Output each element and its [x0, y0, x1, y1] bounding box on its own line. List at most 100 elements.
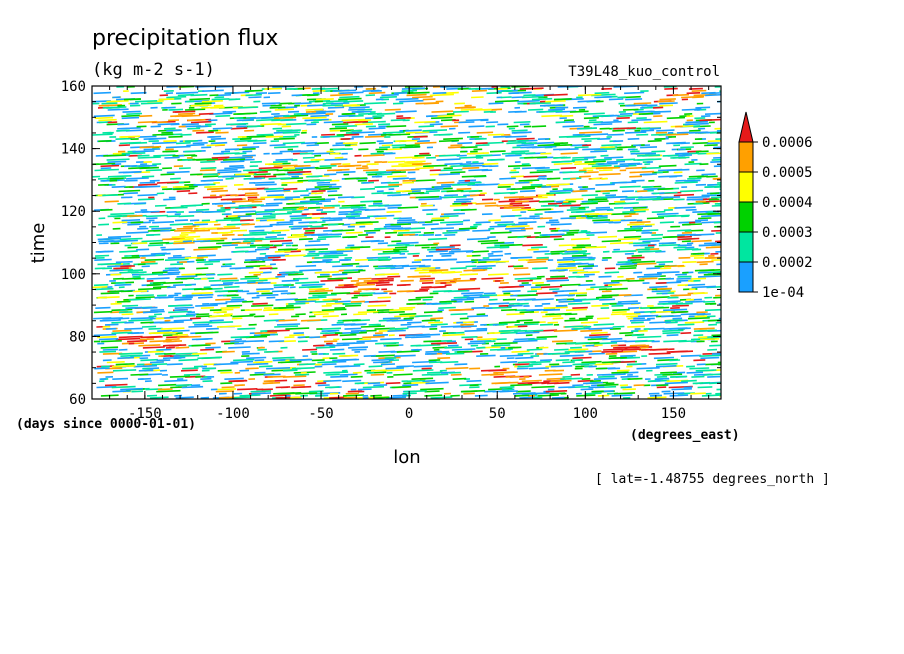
precip-dash	[115, 260, 133, 264]
precip-dash	[505, 227, 525, 230]
precip-dash	[174, 219, 189, 222]
precip-dash	[152, 133, 174, 136]
precip-dash	[121, 114, 141, 118]
precip-dash	[559, 354, 584, 357]
precip-dash	[656, 212, 679, 216]
precip-dash	[694, 315, 708, 318]
precip-dash	[122, 110, 141, 113]
precip-dash	[390, 223, 412, 226]
precip-dash	[137, 193, 158, 197]
precip-dash	[487, 158, 505, 161]
precip-dash	[447, 229, 470, 232]
precip-dash	[376, 112, 396, 115]
precip-dash	[658, 244, 681, 247]
precip-dash	[425, 350, 442, 353]
precip-dash	[664, 381, 688, 385]
precip-dash	[139, 114, 153, 118]
precip-dash	[627, 137, 640, 140]
precip-dash	[344, 177, 368, 180]
precip-dash	[618, 267, 637, 270]
precip-dash	[128, 319, 153, 322]
precip-dash	[262, 215, 276, 218]
precip-dash	[326, 302, 343, 305]
precip-dash	[407, 192, 425, 195]
precip-dash	[717, 182, 721, 184]
precip-dash	[435, 246, 455, 249]
precip-dash	[387, 329, 406, 332]
precip-dash	[661, 315, 681, 318]
precip-dash	[358, 287, 377, 291]
precip-dash	[362, 154, 385, 157]
precip-dash	[699, 354, 721, 357]
precip-dash	[94, 168, 119, 172]
precip-dash	[704, 112, 721, 115]
precip-dash	[551, 396, 565, 399]
precip-dash	[294, 164, 311, 168]
precip-dash	[116, 129, 130, 132]
precip-dash	[130, 91, 147, 95]
precip-dash	[536, 168, 560, 172]
precip-dash	[406, 302, 426, 305]
precip-dash	[555, 106, 569, 109]
precip-dash	[321, 87, 339, 90]
precip-dash	[572, 362, 596, 366]
precip-dash	[153, 281, 166, 284]
precip-dash	[158, 98, 175, 101]
precip-dash	[211, 202, 236, 205]
precip-dash	[610, 312, 635, 316]
y-tick-label: 140	[61, 142, 86, 158]
precip-dash	[184, 235, 201, 239]
precip-dash	[163, 198, 176, 201]
precip-dash	[664, 319, 683, 322]
precip-dash	[418, 271, 443, 274]
precip-dash	[312, 212, 328, 216]
precip-dash	[609, 241, 634, 245]
precip-dash	[259, 110, 272, 113]
precip-dash	[393, 248, 407, 251]
precip-dash	[175, 396, 194, 399]
precip-dash	[428, 321, 443, 324]
precip-dash	[226, 122, 249, 126]
precip-dash	[217, 369, 232, 372]
precip-dash	[138, 287, 162, 291]
precip-dash	[675, 302, 693, 305]
precip-dash	[115, 137, 132, 140]
precip-dash	[257, 281, 271, 284]
precip-dash	[662, 373, 683, 376]
precip-dash	[167, 304, 191, 307]
precip-dash	[275, 298, 298, 301]
precip-dash	[601, 294, 619, 297]
precip-dash	[322, 333, 339, 337]
precip-dash	[115, 363, 135, 366]
precip-dash	[677, 237, 700, 241]
precip-dash	[489, 323, 508, 326]
precip-dash	[221, 233, 235, 236]
precip-dash	[241, 352, 260, 355]
precip-dash	[282, 122, 307, 126]
x-tick-label: 0	[405, 406, 413, 422]
precip-dash	[448, 331, 465, 335]
precip-dash	[382, 250, 400, 253]
precip-dash	[550, 379, 567, 383]
precip-dash	[188, 210, 203, 213]
precip-dash	[461, 175, 487, 178]
precip-dash	[680, 146, 694, 149]
precip-dash	[685, 120, 707, 124]
precip-dash	[112, 364, 136, 368]
precip-dash	[242, 146, 260, 149]
precip-dash	[138, 164, 157, 168]
precip-dash	[553, 162, 573, 166]
precip-dash	[299, 152, 313, 155]
x-tick-label: -150	[128, 406, 162, 422]
precip-dash	[430, 227, 454, 230]
precip-dash	[208, 258, 232, 261]
precip-dash	[290, 216, 312, 220]
precip-dash	[164, 379, 188, 383]
precip-dash	[553, 329, 578, 332]
precip-dash	[157, 122, 180, 126]
precip-dash	[334, 365, 350, 368]
precip-dash	[678, 340, 695, 343]
precip-dash	[258, 365, 273, 368]
precip-dash	[363, 354, 376, 357]
precip-dash	[201, 100, 223, 103]
